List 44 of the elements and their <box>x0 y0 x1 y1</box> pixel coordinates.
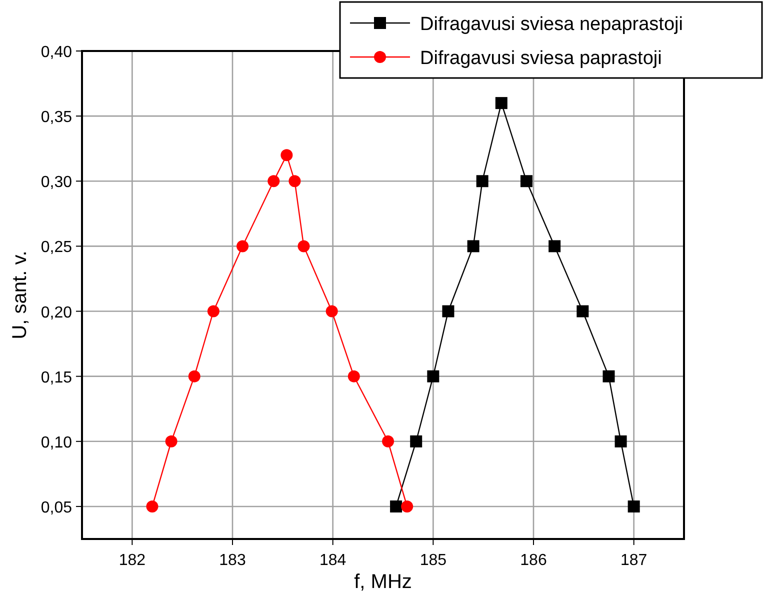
point <box>326 305 338 318</box>
x-tick-label: 184 <box>319 552 346 569</box>
point <box>401 500 414 512</box>
point <box>628 500 640 512</box>
point <box>576 305 589 318</box>
y-tick-label: 0,20 <box>40 304 72 322</box>
y-tick-label: 0,30 <box>40 174 72 192</box>
point <box>390 500 402 512</box>
point <box>410 435 422 448</box>
x-tick-label: 183 <box>219 552 246 569</box>
point <box>288 175 301 188</box>
point <box>467 240 480 252</box>
legend-label: Difragavusi sviesa nepaprastoji <box>420 14 683 35</box>
x-tick-label: 187 <box>620 552 648 569</box>
point <box>348 370 360 382</box>
x-axis-title: f, MHz <box>354 571 412 593</box>
point <box>442 305 454 318</box>
point <box>495 97 508 110</box>
legend-label: Difragavusi sviesa paprastoji <box>420 48 662 69</box>
point <box>382 435 394 448</box>
point <box>548 240 561 252</box>
point <box>476 175 488 188</box>
x-tick-label: 185 <box>420 552 447 569</box>
y-tick-label: 0,25 <box>40 239 72 256</box>
point <box>520 175 532 188</box>
point <box>298 240 310 252</box>
y-tick-label: 0,35 <box>40 109 72 126</box>
point <box>280 149 293 162</box>
point <box>165 435 178 448</box>
point <box>268 175 280 188</box>
y-tick-label: 0,40 <box>40 44 72 61</box>
point <box>207 305 220 318</box>
y-tick-label: 0,05 <box>40 499 72 516</box>
point <box>236 240 249 252</box>
point <box>188 370 200 382</box>
point <box>614 435 627 448</box>
point <box>146 500 158 512</box>
x-tick-label: 182 <box>118 552 146 569</box>
y-axis-title: U, sant. v. <box>9 250 31 340</box>
point <box>427 370 440 382</box>
y-tick-label: 0,15 <box>40 369 72 386</box>
x-tick-label: 186 <box>520 552 547 569</box>
point <box>602 370 615 382</box>
y-tick-label: 0,10 <box>40 434 72 452</box>
